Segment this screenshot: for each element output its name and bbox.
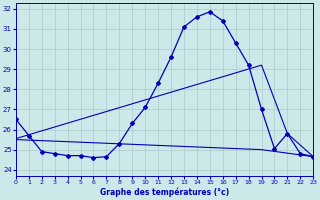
X-axis label: Graphe des températures (°c): Graphe des températures (°c) [100, 188, 229, 197]
